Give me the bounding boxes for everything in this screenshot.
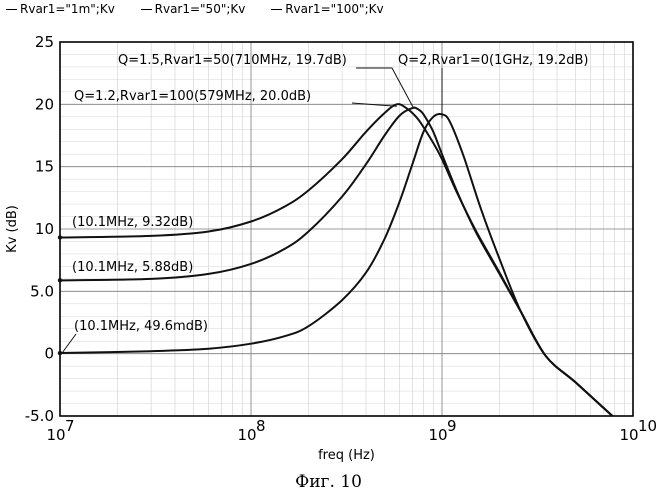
- series-marker-0: [57, 350, 63, 356]
- annotation-label: Q=1.2,Rvar1=100(579MHz, 20.0dB): [74, 89, 311, 104]
- y-tick-label: 5.0: [30, 282, 54, 300]
- x-tick-label: 10 9: [428, 417, 456, 444]
- annotation-label: Q=1.5,Rvar1=50(710MHz, 19.7dB): [118, 53, 347, 68]
- legend-label: Rvar1="100";Kv: [285, 2, 384, 16]
- series-line-0: [59, 112, 614, 417]
- legend-swatch-icon: [140, 9, 152, 10]
- y-tick-label: 20: [35, 95, 54, 113]
- x-tick-exponent: 8: [256, 417, 266, 435]
- annotation-leader: [351, 102, 397, 107]
- x-tick-base: 10: [428, 426, 447, 444]
- annotation-label: (10.1MHz, 9.32dB): [72, 215, 193, 230]
- x-tick-base: 10: [46, 426, 65, 444]
- annotation-leader: [62, 333, 77, 353]
- x-tick-label: 10 8: [237, 417, 265, 444]
- series-line-2: [59, 103, 614, 417]
- x-tick-label: 10 7: [46, 417, 74, 444]
- y-tick-label: -5.0: [25, 407, 54, 425]
- y-tick-label: 0: [44, 345, 54, 363]
- plot-frame: [59, 41, 634, 417]
- legend-item-rvar1-1m: Rvar1="1m";Kv: [6, 2, 115, 16]
- y-axis-ticks: -5.0 0 5.0 10 15 20 25: [25, 33, 54, 425]
- x-tick-exponent: 9: [447, 417, 457, 435]
- legend-item-rvar1-50: Rvar1="50";Kv: [140, 2, 246, 16]
- x-tick-exponent: 7: [65, 417, 75, 435]
- legend: Rvar1="1m";Kv Rvar1="50";Kv Rvar1="100";…: [6, 2, 406, 22]
- annotation-label: Q=2,Rvar1=0(1GHz, 19.2dB): [398, 53, 588, 68]
- series-layer: [57, 103, 614, 417]
- x-tick-base: 10: [619, 426, 638, 444]
- legend-swatch-icon: [271, 9, 283, 10]
- y-tick-label: 15: [35, 158, 54, 176]
- y-tick-label: 10: [35, 220, 54, 238]
- legend-item-rvar1-100: Rvar1="100";Kv: [271, 2, 384, 16]
- y-tick-label: 25: [35, 33, 54, 51]
- annotation-label: (10.1MHz, 49.6mdB): [74, 319, 208, 334]
- figure-caption: Фиг. 10: [295, 472, 362, 492]
- legend-label: Rvar1="1m";Kv: [20, 2, 115, 16]
- x-tick-label: 10 10: [619, 417, 657, 444]
- legend-swatch-icon: [6, 9, 17, 10]
- x-axis-ticks: 10 7 10 8 10 9 10 10: [46, 417, 657, 444]
- x-tick-base: 10: [237, 426, 256, 444]
- x-tick-exponent: 10: [638, 417, 657, 435]
- series-marker-2: [57, 235, 63, 240]
- x-axis-label: freq (Hz): [318, 448, 375, 463]
- annotation-leader: [356, 67, 415, 109]
- y-axis-label: Kv (dB): [5, 205, 20, 253]
- series-marker-1: [57, 278, 63, 283]
- annotation-layer: Q=1.5,Rvar1=50(710MHz, 19.7dB) Q=2,Rvar1=…: [62, 53, 588, 353]
- legend-label: Rvar1="50";Kv: [154, 2, 246, 16]
- annotation-label: (10.1MHz, 5.88dB): [72, 260, 193, 275]
